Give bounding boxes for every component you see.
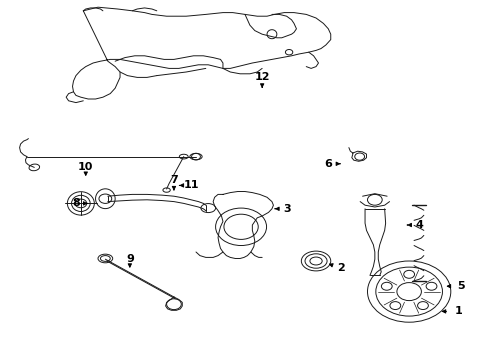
Text: 6: 6 xyxy=(324,159,332,169)
Text: 4: 4 xyxy=(415,220,423,230)
Text: 12: 12 xyxy=(254,72,270,82)
Text: 10: 10 xyxy=(78,162,94,172)
Text: 1: 1 xyxy=(454,306,462,316)
Text: 7: 7 xyxy=(170,175,178,185)
Text: 9: 9 xyxy=(126,254,134,264)
Text: 2: 2 xyxy=(337,263,344,273)
Text: 3: 3 xyxy=(283,204,291,214)
Text: 11: 11 xyxy=(183,180,199,190)
Text: 5: 5 xyxy=(457,281,465,291)
Text: 8: 8 xyxy=(72,198,80,208)
